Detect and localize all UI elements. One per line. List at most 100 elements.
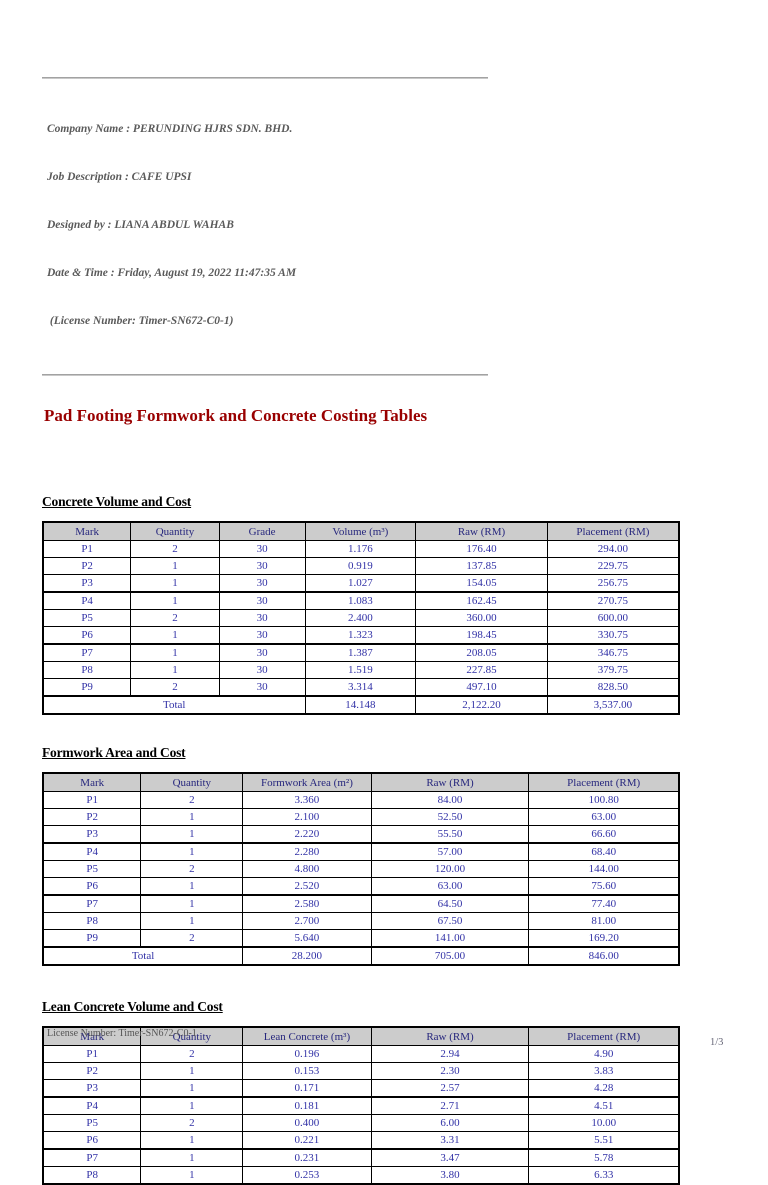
table-cell: 0.400 [242,1114,372,1132]
table-row: P7 1 2.580 64.50 77.40 [42,894,680,913]
table-row: P6 1 30 1.323 198.45 330.75 [42,626,680,645]
table-cell: 1 [140,1096,244,1115]
table-cell: 2.57 [370,1079,530,1098]
table-cell: P6 [42,877,142,896]
top-divider [42,77,488,79]
meta-date-time: Date & Time : Friday, August 19, 2022 11… [47,267,297,279]
table-body: P1 2 30 1.176 176.40 294.00 P2 1 30 0.919 137.85 22… [42,540,680,715]
table-head: Mark Quantity Formwork Area (m²) Raw (RM) Pl… [42,772,680,792]
table-cell: P4 [42,591,132,610]
footer-license: License Number: Timer-SN672-C0-1 [47,1028,197,1039]
table-cell: 1.083 [304,591,417,610]
table-cell: P1 [42,1045,142,1063]
table-cell: 52.50 [370,808,530,826]
table-cell: 63.00 [528,808,680,826]
table-cell: 2.580 [242,894,372,913]
table-cell: 5.640 [242,929,372,948]
table-cell: 330.75 [546,626,680,645]
table-cell: 141.00 [370,929,530,948]
table-row: P5 2 4.800 120.00 144.00 [42,860,680,878]
table-cell: 3.360 [242,791,372,809]
table-cell: 1 [140,1131,244,1150]
table-cell: 1 [140,1166,244,1185]
table-cell: 1 [140,912,244,930]
table-cell: 68.40 [528,842,680,861]
header-row: Mark Quantity Formwork Area (m²) Raw (RM) Pl… [42,772,680,792]
table-cell: 67.50 [370,912,530,930]
table-row: P3 1 2.220 55.50 66.60 [42,825,680,844]
column-header: Quantity [130,521,220,541]
table-cell: 1.519 [304,661,417,679]
table-cell: P2 [42,557,132,575]
page-indicator: 1/3 [710,1037,724,1048]
table-row: P1 2 30 1.176 176.40 294.00 [42,540,680,558]
table-cell: P7 [42,1148,142,1167]
table-cell: 10.00 [528,1114,680,1132]
table-cell: 75.60 [528,877,680,896]
table-cell: P4 [42,1096,142,1115]
table-cell: 57.00 [370,842,530,861]
table-cell: 0.919 [304,557,417,575]
table-cell: 77.40 [528,894,680,913]
table-cell: 198.45 [415,626,548,645]
table-cell: P3 [42,825,142,844]
table-cell: 30 [218,574,306,593]
table-cell: 30 [218,609,306,627]
meta-designed-by: Designed by : LIANA ABDUL WAHAB [47,219,234,231]
table-cell: 4.51 [528,1096,680,1115]
table-cell: P9 [42,929,142,948]
table-cell: 176.40 [415,540,548,558]
table-cell: 1 [140,877,244,896]
table-cell: P2 [42,1062,142,1080]
table-cell: 0.253 [242,1166,372,1185]
table-cell: 1 [130,661,220,679]
table-cell: 55.50 [370,825,530,844]
table-cell: 154.05 [415,574,548,593]
meta-job-description: Job Description : CAFE UPSI [47,171,192,183]
table-cell: P7 [42,643,132,662]
table-cell: 64.50 [370,894,530,913]
table-cell: P4 [42,842,142,861]
table-cell: 1 [130,626,220,645]
meta-license-number: (License Number: Timer-SN672-C0-1) [47,315,234,327]
table-cell: P5 [42,1114,142,1132]
table-row: P2 1 30 0.919 137.85 229.75 [42,557,680,575]
table-cell: 229.75 [546,557,680,575]
table-row: P8 1 2.700 67.50 81.00 [42,912,680,930]
column-header: Raw (RM) [370,772,530,792]
table-cell: 2 [130,540,220,558]
table-cell: P8 [42,1166,142,1185]
table-section: Lean Concrete Volume and Cost Mark Quantit… [42,999,768,1185]
table-cell: 3.80 [370,1166,530,1185]
table-cell: P6 [42,1131,142,1150]
page-title: Pad Footing Formwork and Concrete Costin… [44,406,428,425]
column-header: Raw (RM) [415,521,548,541]
table-cell: 100.80 [528,791,680,809]
table-cell: 1.176 [304,540,417,558]
table-cell: 1 [140,894,244,913]
table-cell: 2 [140,1045,244,1063]
total-value-cell: 846.00 [528,946,680,966]
table-cell: 3.314 [304,678,417,697]
table-cell: 4.90 [528,1045,680,1063]
column-header: Placement (RM) [528,1026,680,1046]
table-cell: 1 [130,591,220,610]
table-cell: 828.50 [546,678,680,697]
table-cell: 0.196 [242,1045,372,1063]
table-row: P5 2 0.400 6.00 10.00 [42,1114,680,1132]
table-cell: 6.00 [370,1114,530,1132]
table-row: P1 2 0.196 2.94 4.90 [42,1045,680,1063]
table-cell: 5.78 [528,1148,680,1167]
table-cell: 2.94 [370,1045,530,1063]
table-cell: 63.00 [370,877,530,896]
table-cell: 30 [218,626,306,645]
table-cell: P6 [42,626,132,645]
table-body: P1 2 3.360 84.00 100.80 P2 1 2.100 52.50 63.00 P3 1… [42,791,680,966]
table-cell: P8 [42,912,142,930]
column-header: Mark [42,772,142,792]
costing-table: Mark Quantity Lean Concrete (m³) Raw (RM) Pl… [42,1026,680,1185]
table-cell: P1 [42,540,132,558]
table-row: P2 1 0.153 2.30 3.83 [42,1062,680,1080]
table-row: P3 1 30 1.027 154.05 256.75 [42,574,680,593]
table-row: P7 1 30 1.387 208.05 346.75 [42,643,680,662]
